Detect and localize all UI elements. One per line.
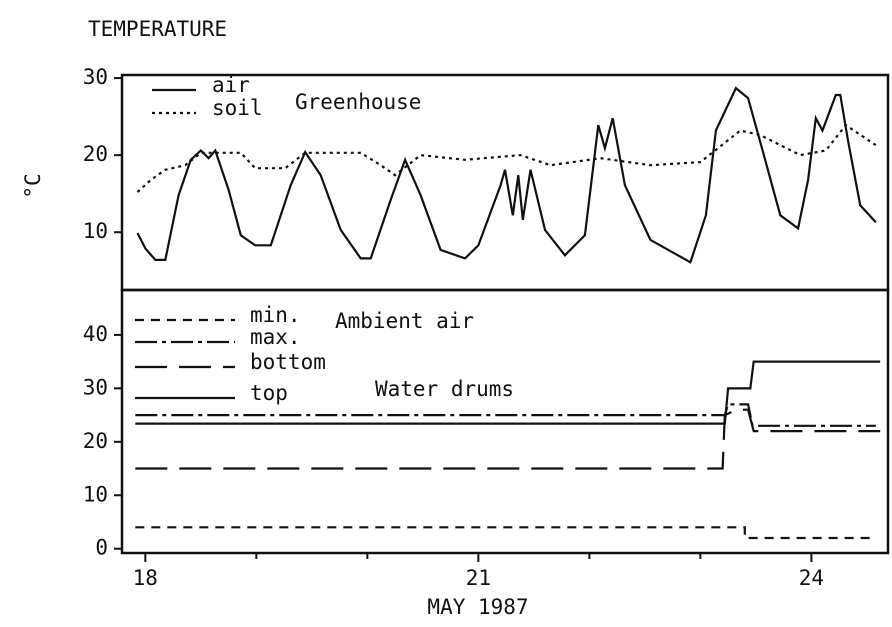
x-tick-label: 21	[466, 566, 491, 590]
legend-label: top	[250, 381, 288, 405]
y-tick-label: 40	[83, 322, 108, 346]
legend-label: soil	[212, 96, 263, 120]
annotation: Ambient air	[335, 309, 474, 333]
series-line	[135, 360, 881, 425]
legend-label: air	[212, 73, 250, 97]
y-tick-label: 0	[95, 536, 108, 560]
bottom-panel-frame	[120, 288, 890, 555]
legend-label: min.	[250, 303, 301, 327]
legend-label: bottom	[250, 350, 326, 374]
series-line	[135, 408, 881, 470]
y-axis-label: °C	[21, 173, 45, 198]
annotation: Water drums	[375, 377, 514, 401]
series-line	[136, 123, 877, 193]
chart-title: TEMPERATURE	[88, 17, 227, 41]
y-tick-label: 20	[83, 429, 108, 453]
x-tick-label: 18	[133, 566, 158, 590]
annotation: Greenhouse	[295, 90, 421, 114]
series-line	[135, 403, 876, 427]
y-tick-label: 30	[83, 375, 108, 399]
y-tick-label: 10	[83, 219, 108, 243]
legend-label: max.	[250, 325, 301, 349]
series-line	[136, 86, 877, 264]
x-tick-label: 24	[799, 566, 824, 590]
y-tick-label: 20	[83, 142, 108, 166]
x-axis-label: MAY 1987	[427, 595, 528, 619]
y-tick-label: 10	[83, 482, 108, 506]
y-tick-label: 30	[83, 65, 108, 89]
series-line	[135, 526, 876, 540]
